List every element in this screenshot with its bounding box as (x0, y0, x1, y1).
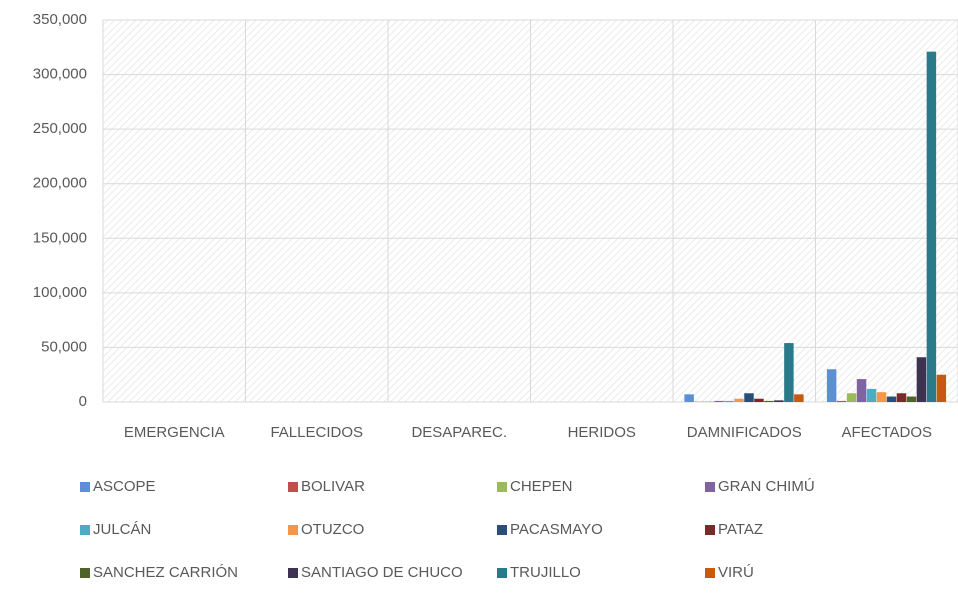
bar (857, 379, 866, 402)
bar (867, 389, 876, 402)
bar (714, 401, 723, 402)
legend-label: BOLIVAR (301, 478, 365, 495)
legend-label: VIRÚ (718, 564, 754, 581)
legend-label: ASCOPE (93, 478, 156, 495)
y-tick-label: 50,000 (41, 338, 87, 355)
bar (877, 392, 886, 402)
bar (784, 343, 793, 402)
bar (684, 394, 693, 402)
bar (897, 393, 906, 402)
y-tick-label: 250,000 (33, 120, 87, 137)
bar (927, 52, 936, 402)
legend-swatch (497, 525, 507, 535)
y-tick-label: 300,000 (33, 66, 87, 83)
legend-label: OTUZCO (301, 521, 364, 538)
y-tick-label: 100,000 (33, 284, 87, 301)
bar (734, 399, 743, 402)
bar (847, 393, 856, 402)
x-tick-label: HERIDOS (568, 424, 636, 441)
bar (744, 393, 753, 402)
y-tick-label: 200,000 (33, 175, 87, 192)
legend-swatch (80, 568, 90, 578)
legend-swatch (80, 525, 90, 535)
bar (887, 397, 896, 402)
x-tick-label: FALLECIDOS (270, 424, 363, 441)
legend-label: PATAZ (718, 521, 763, 538)
legend-label: SANTIAGO DE CHUCO (301, 564, 463, 581)
x-tick-label: AFECTADOS (841, 424, 932, 441)
legend-swatch (288, 482, 298, 492)
legend-swatch (705, 525, 715, 535)
bar (937, 375, 946, 402)
bar (827, 369, 836, 402)
y-tick-label: 0 (79, 393, 87, 410)
legend-label: SANCHEZ CARRIÓN (93, 564, 238, 581)
bar (724, 401, 733, 402)
legend-swatch (705, 482, 715, 492)
bar (794, 394, 803, 402)
legend-label: JULCÁN (93, 521, 151, 538)
bar (764, 401, 773, 402)
legend-label: GRAN CHIMÚ (718, 478, 815, 495)
bar (754, 399, 763, 402)
legend-label: TRUJILLO (510, 564, 581, 581)
legend-swatch (288, 568, 298, 578)
legend-swatch (80, 482, 90, 492)
legend-swatch (497, 482, 507, 492)
bar (774, 400, 783, 402)
bar (907, 397, 916, 402)
y-tick-label: 150,000 (33, 229, 87, 246)
x-tick-label: DAMNIFICADOS (687, 424, 802, 441)
bar (917, 357, 926, 402)
legend-label: PACASMAYO (510, 521, 603, 538)
bar (704, 401, 713, 402)
x-tick-label: EMERGENCIA (124, 424, 225, 441)
legend-label: CHEPEN (510, 478, 573, 495)
bar (837, 401, 846, 402)
x-tick-label: DESAPAREC. (411, 424, 507, 441)
y-tick-label: 350,000 (33, 11, 87, 28)
legend-swatch (705, 568, 715, 578)
legend-swatch (288, 525, 298, 535)
legend-swatch (497, 568, 507, 578)
